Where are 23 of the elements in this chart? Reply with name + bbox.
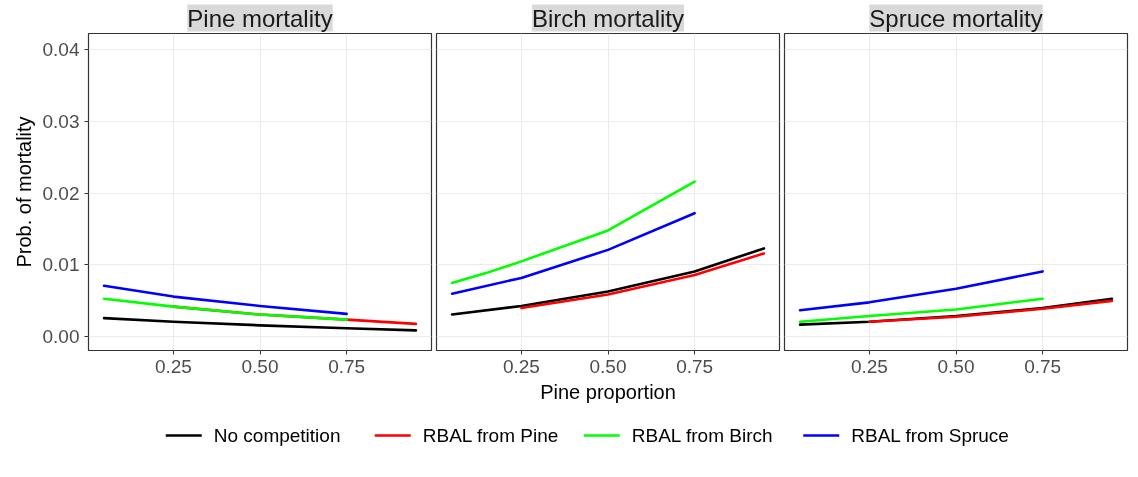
x-tick-label: 0.75: [676, 355, 714, 377]
x-tick-label: 0.50: [241, 355, 279, 377]
legend-label: RBAL from Spruce: [851, 425, 1009, 446]
y-tick-label: 0.00: [42, 326, 80, 348]
x-tick-label: 0.50: [589, 355, 627, 377]
x-tick-label: 0.50: [937, 355, 975, 377]
x-tick-label: 0.75: [1024, 355, 1062, 377]
legend-label: RBAL from Pine: [422, 425, 559, 446]
y-axis-title: Prob. of mortality: [12, 116, 35, 268]
legend-label: RBAL from Birch: [631, 425, 773, 446]
x-tick-label: 0.25: [850, 355, 888, 377]
y-tick-label: 0.03: [42, 110, 80, 132]
x-tick-label: 0.75: [328, 355, 366, 377]
chart-title: Spruce mortality: [869, 4, 1043, 32]
x-axis-title: Pine proportion: [540, 380, 676, 403]
y-tick-label: 0.04: [42, 38, 80, 60]
y-tick-label: 0.02: [42, 182, 80, 204]
y-tick-label: 0.01: [42, 254, 80, 276]
legend-label: No competition: [213, 425, 341, 446]
x-tick-label: 0.25: [154, 355, 192, 377]
chart-title: Pine mortality: [187, 4, 333, 32]
x-tick-label: 0.25: [502, 355, 540, 377]
chart-title: Birch mortality: [531, 4, 685, 32]
